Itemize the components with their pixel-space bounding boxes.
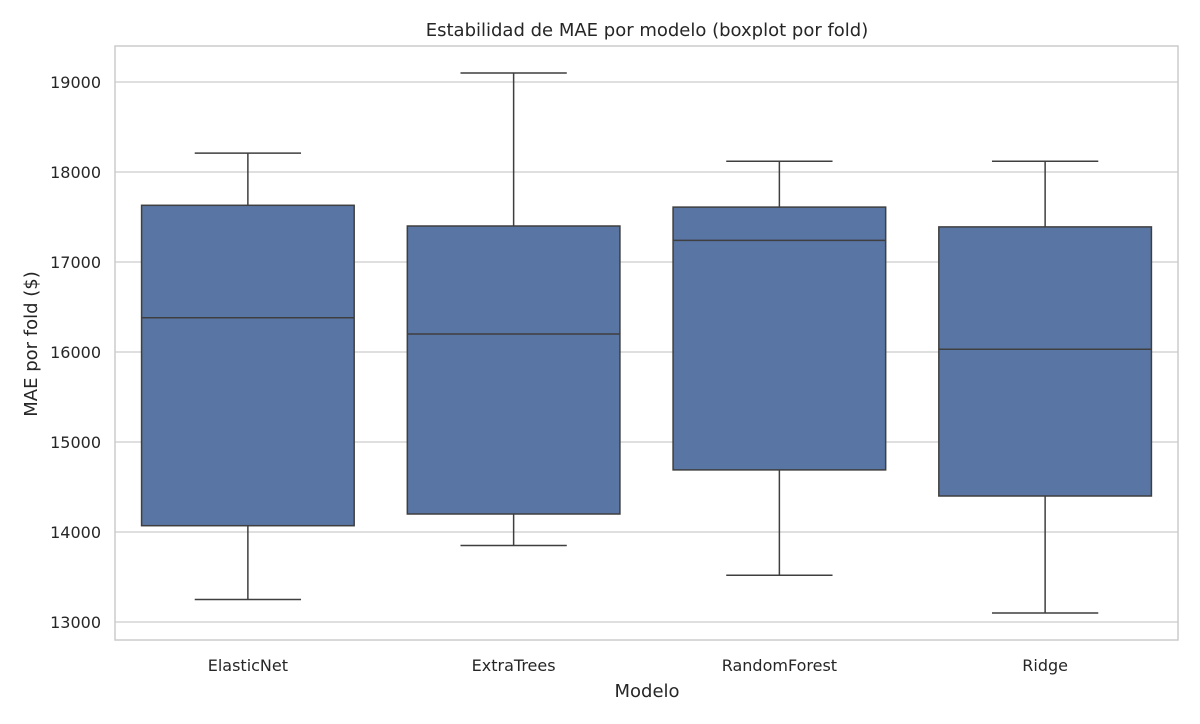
box-ridge [938, 160, 1153, 614]
box-elasticnet [140, 152, 355, 601]
y-axis-ticks: 13000 14000 15000 16000 17000 18000 19000 [50, 73, 101, 632]
iqr-box [140, 204, 355, 527]
x-tick-label: RandomForest [722, 656, 837, 675]
plot-frame [114, 45, 1179, 641]
y-axis-title: MAE por fold ($) [21, 271, 42, 417]
y-tick-label: 19000 [50, 73, 101, 92]
box-layer [140, 72, 1153, 614]
x-tick-label: Ridge [1022, 656, 1068, 675]
iqr-box [938, 226, 1153, 497]
iqr-box [406, 225, 621, 515]
box-randomforest [672, 160, 887, 576]
chart-title: Estabilidad de MAE por modelo (boxplot p… [426, 20, 869, 41]
x-tick-label: ElasticNet [208, 656, 288, 675]
y-tick-label: 15000 [50, 433, 101, 452]
y-tick-label: 18000 [50, 163, 101, 182]
x-tick-label: ExtraTrees [472, 656, 556, 675]
box-extratrees [406, 72, 621, 547]
iqr-box [672, 206, 887, 471]
y-tick-label: 17000 [50, 253, 101, 272]
x-axis-title: Modelo [614, 681, 679, 702]
y-tick-label: 13000 [50, 613, 101, 632]
y-tick-label: 14000 [50, 523, 101, 542]
x-axis-ticks: ElasticNet ExtraTrees RandomForest Ridge [208, 656, 1068, 675]
y-tick-label: 16000 [50, 343, 101, 362]
